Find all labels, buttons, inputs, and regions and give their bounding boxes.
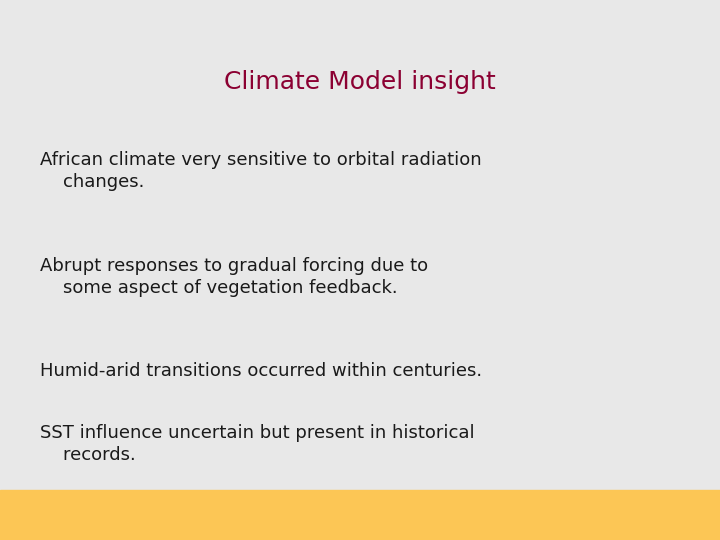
Text: African climate very sensitive to orbital radiation
    changes.: African climate very sensitive to orbita… [40,151,481,191]
Text: SST influence uncertain but present in historical
    records.: SST influence uncertain but present in h… [40,424,474,464]
Bar [0,490,720,540]
Text: Abrupt responses to gradual forcing due to
    some aspect of vegetation feedbac: Abrupt responses to gradual forcing due … [40,256,428,296]
Text: Climate Model insight: Climate Model insight [224,70,496,94]
Text: Humid-arid transitions occurred within centuries.: Humid-arid transitions occurred within c… [40,362,482,380]
